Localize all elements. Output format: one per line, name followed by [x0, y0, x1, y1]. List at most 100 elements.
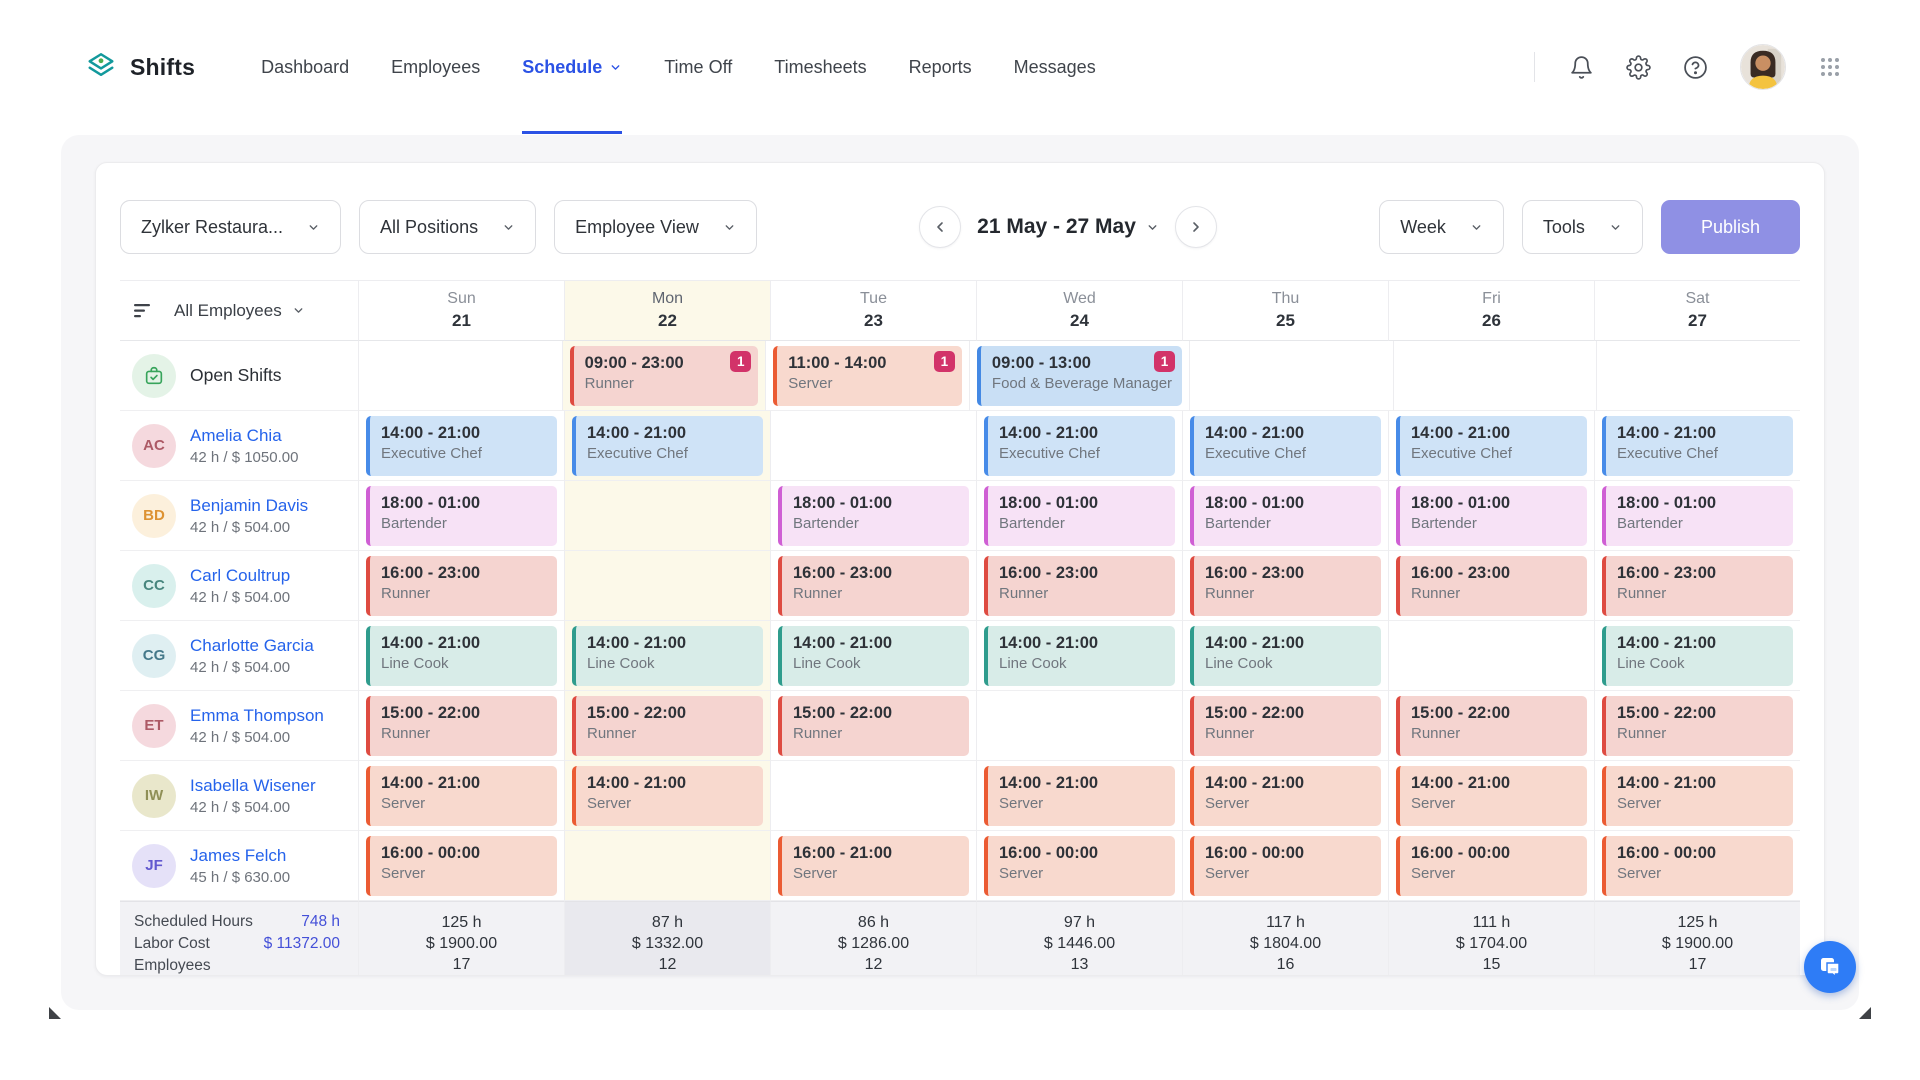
shift-cell[interactable] [564, 481, 770, 551]
shift-cell[interactable]: 16:00 - 23:00 Runner [1594, 551, 1800, 621]
app-grid-icon[interactable] [1818, 55, 1842, 79]
shift-chip[interactable]: 14:00 - 21:00 Line Cook [984, 626, 1175, 686]
shift-cell[interactable]: 16:00 - 23:00 Runner [358, 551, 564, 621]
shift-cell[interactable]: 14:00 - 21:00 Line Cook [770, 621, 976, 691]
shift-chip[interactable]: 18:00 - 01:00 Bartender [366, 486, 557, 546]
employee-name-link[interactable]: Amelia Chia [190, 425, 282, 445]
shift-cell[interactable]: 16:00 - 23:00 Runner [1182, 551, 1388, 621]
shift-cell[interactable]: 18:00 - 01:00 Bartender [1388, 481, 1594, 551]
shift-cell[interactable] [770, 411, 976, 481]
shift-chip[interactable]: 18:00 - 01:00 Bartender [778, 486, 969, 546]
view-mode-dropdown[interactable]: Week [1379, 200, 1504, 254]
shift-cell[interactable]: 14:00 - 21:00 Executive Chef [1594, 411, 1800, 481]
tools-dropdown[interactable]: Tools [1521, 200, 1643, 254]
shift-cell[interactable]: 14:00 - 21:00 Executive Chef [358, 411, 564, 481]
nav-item-time-off[interactable]: Time Off [664, 0, 732, 134]
shift-chip[interactable]: 14:00 - 21:00 Server [1602, 766, 1793, 826]
employee-name-link[interactable]: Isabella Wisener [190, 775, 316, 795]
shift-chip[interactable]: 18:00 - 01:00 Bartender [1602, 486, 1793, 546]
shift-chip[interactable]: 16:00 - 23:00 Runner [778, 556, 969, 616]
shift-cell[interactable]: 18:00 - 01:00 Bartender [1182, 481, 1388, 551]
shift-chip[interactable]: 15:00 - 22:00 Runner [1602, 696, 1793, 756]
shift-chip[interactable]: 15:00 - 22:00 Runner [1190, 696, 1381, 756]
shift-chip[interactable]: 14:00 - 21:00 Server [572, 766, 763, 826]
shift-chip[interactable]: 16:00 - 00:00 Server [984, 836, 1175, 896]
shift-cell[interactable]: 16:00 - 00:00 Server [358, 831, 564, 901]
location-dropdown[interactable]: Zylker Restaura... [120, 200, 342, 254]
shift-chip[interactable]: 14:00 - 21:00 Line Cook [1190, 626, 1381, 686]
shift-chip[interactable]: 14:00 - 21:00 Executive Chef [1396, 416, 1587, 476]
shift-chip[interactable]: 16:00 - 23:00 Runner [1602, 556, 1793, 616]
shift-cell[interactable]: 15:00 - 22:00 Runner [358, 691, 564, 761]
shift-cell[interactable]: 14:00 - 21:00 Executive Chef [1182, 411, 1388, 481]
shift-cell[interactable]: 14:00 - 21:00 Executive Chef [1388, 411, 1594, 481]
shift-cell[interactable]: 11:00 - 14:00 Server 1 [765, 341, 969, 411]
help-icon[interactable] [1683, 55, 1708, 80]
shift-cell[interactable]: 16:00 - 00:00 Server [1594, 831, 1800, 901]
shift-cell[interactable]: 14:00 - 21:00 Executive Chef [564, 411, 770, 481]
shift-cell[interactable]: 15:00 - 22:00 Runner [1594, 691, 1800, 761]
positions-dropdown[interactable]: All Positions [359, 200, 537, 254]
nav-item-employees[interactable]: Employees [391, 0, 480, 134]
shift-cell[interactable]: 14:00 - 21:00 Server [358, 761, 564, 831]
employee-name-link[interactable]: Charlotte Garcia [190, 635, 314, 655]
shift-chip[interactable]: 15:00 - 22:00 Runner [1396, 696, 1587, 756]
date-range-label[interactable]: 21 May - 27 May [977, 215, 1159, 239]
shift-chip[interactable]: 18:00 - 01:00 Bartender [1396, 486, 1587, 546]
shift-cell[interactable] [564, 831, 770, 901]
shift-cell[interactable] [1392, 341, 1597, 411]
nav-item-timesheets[interactable]: Timesheets [774, 0, 866, 134]
shift-chip[interactable]: 14:00 - 21:00 Line Cook [778, 626, 969, 686]
shift-chip[interactable]: 16:00 - 23:00 Runner [984, 556, 1175, 616]
shift-chip[interactable]: 09:00 - 13:00 Food & Beverage Manager 1 [976, 346, 1183, 406]
shift-cell[interactable]: 18:00 - 01:00 Bartender [1594, 481, 1800, 551]
shift-cell[interactable] [976, 691, 1182, 761]
shift-cell[interactable]: 09:00 - 13:00 Food & Beverage Manager 1 [968, 341, 1190, 411]
employee-name-link[interactable]: Carl Coultrup [190, 565, 291, 585]
shift-chip[interactable]: 16:00 - 23:00 Runner [1190, 556, 1381, 616]
shift-chip[interactable]: 18:00 - 01:00 Bartender [1190, 486, 1381, 546]
shift-chip[interactable]: 16:00 - 23:00 Runner [366, 556, 557, 616]
shift-chip[interactable]: 14:00 - 21:00 Line Cook [572, 626, 763, 686]
shift-cell[interactable] [358, 341, 562, 411]
shift-chip[interactable]: 16:00 - 21:00 Server [778, 836, 969, 896]
shift-chip[interactable]: 14:00 - 21:00 Executive Chef [984, 416, 1175, 476]
shift-cell[interactable]: 14:00 - 21:00 Server [976, 761, 1182, 831]
shift-chip[interactable]: 16:00 - 00:00 Server [1396, 836, 1587, 896]
shift-cell[interactable]: 14:00 - 21:00 Line Cook [1594, 621, 1800, 691]
shift-chip[interactable]: 16:00 - 00:00 Server [1190, 836, 1381, 896]
next-week-button[interactable] [1174, 206, 1217, 248]
shift-chip[interactable]: 14:00 - 21:00 Server [984, 766, 1175, 826]
publish-button[interactable]: Publish [1660, 200, 1800, 254]
employee-name-link[interactable]: James Felch [190, 845, 287, 865]
settings-gear-icon[interactable] [1626, 54, 1651, 80]
nav-item-dashboard[interactable]: Dashboard [261, 0, 349, 134]
shift-cell[interactable] [1189, 341, 1393, 411]
shift-cell[interactable]: 16:00 - 00:00 Server [1182, 831, 1388, 901]
shift-cell[interactable]: 14:00 - 21:00 Server [564, 761, 770, 831]
employee-name-link[interactable]: Benjamin Davis [190, 495, 309, 515]
shift-cell[interactable] [1596, 341, 1800, 411]
shift-chip[interactable]: 14:00 - 21:00 Executive Chef [1602, 416, 1793, 476]
shift-cell[interactable]: 14:00 - 21:00 Server [1388, 761, 1594, 831]
employee-filter-cell[interactable]: All Employees [120, 281, 358, 341]
shift-cell[interactable]: 16:00 - 23:00 Runner [1388, 551, 1594, 621]
shift-chip[interactable]: 15:00 - 22:00 Runner [572, 696, 763, 756]
chat-fab-button[interactable] [1804, 941, 1856, 993]
shift-chip[interactable]: 18:00 - 01:00 Bartender [984, 486, 1175, 546]
shift-cell[interactable]: 15:00 - 22:00 Runner [564, 691, 770, 761]
shift-cell[interactable]: 14:00 - 21:00 Line Cook [358, 621, 564, 691]
shift-cell[interactable]: 16:00 - 23:00 Runner [770, 551, 976, 621]
shift-cell[interactable]: 14:00 - 21:00 Server [1594, 761, 1800, 831]
nav-item-reports[interactable]: Reports [909, 0, 972, 134]
shift-chip[interactable]: 11:00 - 14:00 Server 1 [773, 346, 962, 406]
prev-week-button[interactable] [919, 206, 962, 248]
shift-chip[interactable]: 14:00 - 21:00 Server [366, 766, 557, 826]
shift-chip[interactable]: 14:00 - 21:00 Executive Chef [366, 416, 557, 476]
shift-cell[interactable]: 14:00 - 21:00 Line Cook [1182, 621, 1388, 691]
shift-chip[interactable]: 15:00 - 22:00 Runner [778, 696, 969, 756]
shift-cell[interactable]: 18:00 - 01:00 Bartender [770, 481, 976, 551]
nav-item-messages[interactable]: Messages [1014, 0, 1096, 134]
shift-cell[interactable] [1388, 621, 1594, 691]
shift-chip[interactable]: 15:00 - 22:00 Runner [366, 696, 557, 756]
